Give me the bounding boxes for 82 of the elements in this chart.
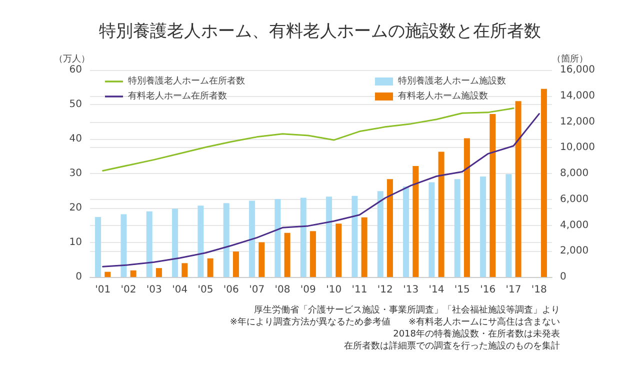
x-tick-label: '12 — [377, 284, 393, 296]
bar — [120, 214, 127, 277]
x-tick-label: '11 — [352, 284, 368, 296]
bar — [130, 270, 136, 277]
x-tick-label: '05 — [198, 284, 214, 296]
bar — [490, 114, 496, 277]
bar — [104, 272, 111, 277]
bar — [300, 198, 306, 277]
y2-tick-label: 4,000 — [560, 220, 589, 231]
text: 在所者数は詳細票での調査を行った施設のものを集計 — [344, 340, 560, 352]
legend-label: 有料老人ホーム施設数 — [398, 90, 488, 102]
bar — [310, 231, 316, 277]
chart-title: 特別養護老人ホーム、有料老人ホームの施設数と在所者数 — [99, 22, 541, 42]
x-tick-label: '01 — [95, 284, 111, 296]
bar — [464, 138, 470, 277]
x-tick-label: '07 — [249, 284, 265, 296]
text: 厚生労働省「介護サービス施設・事業所調査」「社会福祉施設等調査」より — [254, 304, 560, 316]
x-tick-label: '16 — [480, 284, 496, 296]
x-tick-label: '09 — [300, 284, 316, 296]
bar — [172, 208, 178, 277]
bar — [207, 258, 214, 277]
bar — [284, 232, 290, 277]
legend-label: 特別養護老人ホーム在所者数 — [128, 76, 245, 86]
bar — [480, 176, 486, 277]
bar — [336, 224, 342, 277]
y-tick-label: 50 — [69, 99, 82, 110]
y2-tick-label: 10,000 — [560, 142, 595, 154]
bar — [258, 242, 265, 277]
y2-tick-label: 12,000 — [560, 116, 595, 128]
y-tick-label: 0 — [76, 272, 82, 282]
x-tick-label: '02 — [120, 284, 136, 296]
bar — [454, 179, 460, 277]
y2-tick-label: 2,000 — [560, 246, 589, 257]
bar — [95, 216, 102, 277]
bar — [274, 198, 281, 277]
bar — [232, 252, 239, 277]
bar — [223, 203, 230, 277]
bar — [506, 174, 512, 277]
legend-label: 特別養護老人ホーム施設数 — [398, 76, 506, 86]
y2-tick-label: 0 — [560, 272, 566, 282]
x-tick-label: '06 — [223, 284, 239, 296]
y-tick-label: 20 — [69, 202, 82, 214]
y-tick-label: 60 — [69, 64, 82, 76]
y-axis-title: （万人） — [54, 54, 90, 64]
y-tick-label: 40 — [69, 134, 82, 144]
x-tick-label: '10 — [326, 284, 342, 296]
bar — [386, 179, 393, 277]
text: ※年により調査方法が異なるため参考値 ※有料老人ホームにサ高住は含まない — [230, 316, 560, 328]
x-tick-label: '03 — [146, 284, 162, 296]
bar — [438, 152, 444, 277]
bar — [361, 217, 368, 277]
bar — [403, 186, 410, 277]
y2-tick-label: 6,000 — [560, 194, 589, 205]
x-tick-label: '13 — [403, 284, 419, 296]
y-tick-label: 30 — [69, 168, 82, 179]
x-tick-label: '14 — [428, 284, 444, 296]
legend-label: 有料老人ホーム在所者数 — [128, 90, 227, 102]
bar — [428, 182, 435, 277]
x-tick-label: '15 — [454, 284, 470, 296]
y-tick-label: 10 — [69, 237, 82, 248]
y2-axis-title: （箇所） — [552, 54, 588, 64]
bar — [249, 200, 256, 277]
bar — [377, 191, 384, 277]
y2-tick-label: 8,000 — [560, 168, 589, 179]
bar — [156, 268, 162, 277]
y2-tick-label: 16,000 — [560, 64, 595, 76]
x-tick-label: '04 — [172, 284, 188, 296]
y2-tick-label: 14,000 — [560, 90, 595, 102]
bar — [326, 196, 332, 277]
bar — [352, 196, 358, 277]
line-series — [102, 108, 514, 172]
x-tick-label: '17 — [506, 284, 522, 296]
bar — [146, 211, 152, 277]
x-tick-label: '18 — [531, 284, 547, 296]
bar — [515, 101, 522, 277]
bar — [540, 88, 547, 277]
bar — [182, 263, 188, 277]
line-series — [102, 113, 540, 268]
text: 2018年の特養施設数・在所者数は未発表 — [393, 328, 560, 340]
bar — [198, 206, 204, 277]
bar — [412, 166, 419, 277]
x-tick-label: '08 — [274, 284, 290, 296]
